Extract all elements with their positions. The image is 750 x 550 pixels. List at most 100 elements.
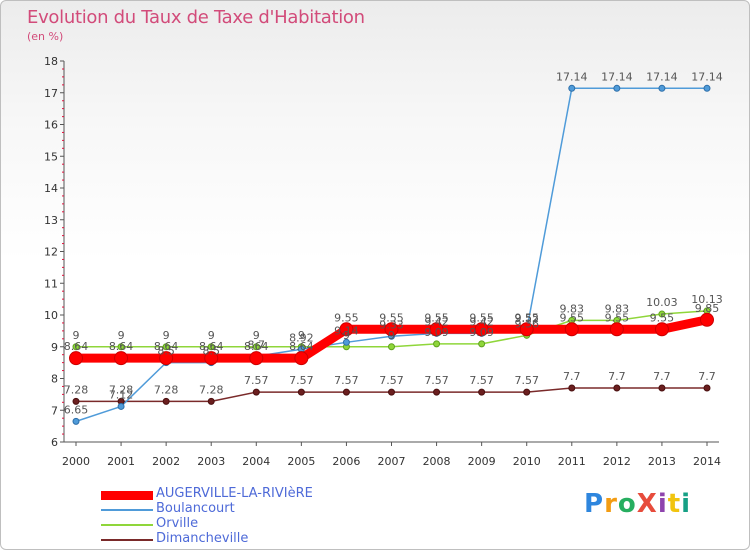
data-label: 9.09 <box>469 326 494 339</box>
data-label: 7.57 <box>244 374 269 387</box>
data-point <box>658 84 666 92</box>
x-tick-label: 2004 <box>242 455 270 468</box>
data-label: 7.57 <box>334 374 359 387</box>
data-point <box>72 417 80 425</box>
data-label: 9.55 <box>560 311 585 324</box>
data-point <box>429 322 444 337</box>
data-label: 9.83 <box>605 302 630 315</box>
x-tick-label: 2011 <box>558 455 586 468</box>
x-tick-label: 2007 <box>378 455 406 468</box>
legend-label: Dimancheville <box>156 531 249 546</box>
data-point <box>568 384 576 392</box>
x-tick-label: 2000 <box>62 455 90 468</box>
data-label: 9.52 <box>514 312 539 325</box>
data-point <box>478 340 486 348</box>
y-tick-label: 6 <box>51 436 58 449</box>
data-point <box>384 322 399 337</box>
chart-title: Evolution du Taux de Taxe d'Habitation <box>27 7 365 28</box>
data-point <box>117 343 125 351</box>
y-tick-label: 15 <box>44 150 58 163</box>
data-point <box>654 322 669 337</box>
data-label: 9 <box>208 329 215 342</box>
y-tick-label: 12 <box>44 246 58 259</box>
data-point <box>613 84 621 92</box>
y-tick-label: 13 <box>44 214 58 227</box>
legend-swatch <box>101 509 153 511</box>
data-label: 7.7 <box>698 370 716 383</box>
data-point <box>433 340 441 348</box>
data-label: 8.64 <box>154 340 179 353</box>
data-point <box>613 384 621 392</box>
data-point <box>162 343 170 351</box>
data-point <box>658 384 666 392</box>
data-point <box>523 388 531 396</box>
y-tick-label: 8 <box>51 373 58 386</box>
data-point <box>117 402 125 410</box>
data-point <box>703 84 711 92</box>
y-tick-label: 18 <box>44 55 58 68</box>
x-tick-label: 2003 <box>197 455 225 468</box>
data-label: 9.85 <box>695 302 720 315</box>
data-label: 9 <box>118 329 125 342</box>
data-point <box>207 397 215 405</box>
data-label: 8.64 <box>109 340 134 353</box>
data-label: 9.09 <box>424 326 449 339</box>
unit-label: (en %) <box>27 30 64 43</box>
data-label: 9.55 <box>424 311 449 324</box>
data-point <box>207 343 215 351</box>
data-point <box>342 388 350 396</box>
data-label: 7.57 <box>424 374 449 387</box>
logo-letter: X <box>636 489 658 519</box>
data-label: 8.92 <box>289 331 314 344</box>
data-label: 17.14 <box>601 70 633 83</box>
data-label: 17.14 <box>646 70 678 83</box>
legend-swatch <box>101 539 153 541</box>
logo-letter: o <box>617 489 637 519</box>
data-label: 9 <box>343 329 350 342</box>
data-label: 9.36 <box>514 317 539 330</box>
data-point <box>249 351 264 366</box>
data-label: 7.57 <box>289 374 314 387</box>
legend-swatch <box>101 524 153 526</box>
data-label: 7.12 <box>109 388 134 401</box>
data-point <box>297 388 305 396</box>
data-point <box>114 351 129 366</box>
data-label: 9.55 <box>334 311 359 324</box>
x-tick-label: 2006 <box>332 455 360 468</box>
data-label: 7.57 <box>514 374 539 387</box>
data-label: 9.55 <box>605 311 630 324</box>
data-point <box>564 322 579 337</box>
legend-label: Boulancourt <box>156 501 235 516</box>
data-label: 9 <box>73 329 80 342</box>
data-point <box>568 84 576 92</box>
y-tick-label: 7 <box>51 404 58 417</box>
y-tick-label: 16 <box>44 119 58 132</box>
x-tick-label: 2013 <box>648 455 676 468</box>
data-point <box>388 343 395 351</box>
proxiti-logo: ProXiti <box>584 489 691 519</box>
logo-letter: r <box>604 489 618 519</box>
y-tick-label: 14 <box>44 182 58 195</box>
y-tick-label: 9 <box>51 341 58 354</box>
data-label: 9.83 <box>560 302 585 315</box>
data-point <box>609 322 624 337</box>
data-label: 9 <box>388 329 395 342</box>
x-tick-label: 2005 <box>287 455 315 468</box>
data-label: 7.28 <box>64 383 89 396</box>
data-point <box>700 312 714 327</box>
legend-swatch <box>101 490 153 500</box>
logo-letter: i <box>657 489 668 519</box>
data-label: 7.57 <box>469 374 494 387</box>
data-label: 8.64 <box>289 340 314 353</box>
data-label: 8.64 <box>244 340 269 353</box>
data-point <box>72 343 80 351</box>
data-label: 9.55 <box>469 311 494 324</box>
x-tick-label: 2010 <box>513 455 541 468</box>
data-point <box>474 322 489 337</box>
data-label: 17.14 <box>691 70 723 83</box>
data-label: 9.42 <box>424 315 449 328</box>
data-label: 7.28 <box>109 383 134 396</box>
data-label: 9.55 <box>514 311 539 324</box>
data-label: 6.65 <box>64 403 89 416</box>
